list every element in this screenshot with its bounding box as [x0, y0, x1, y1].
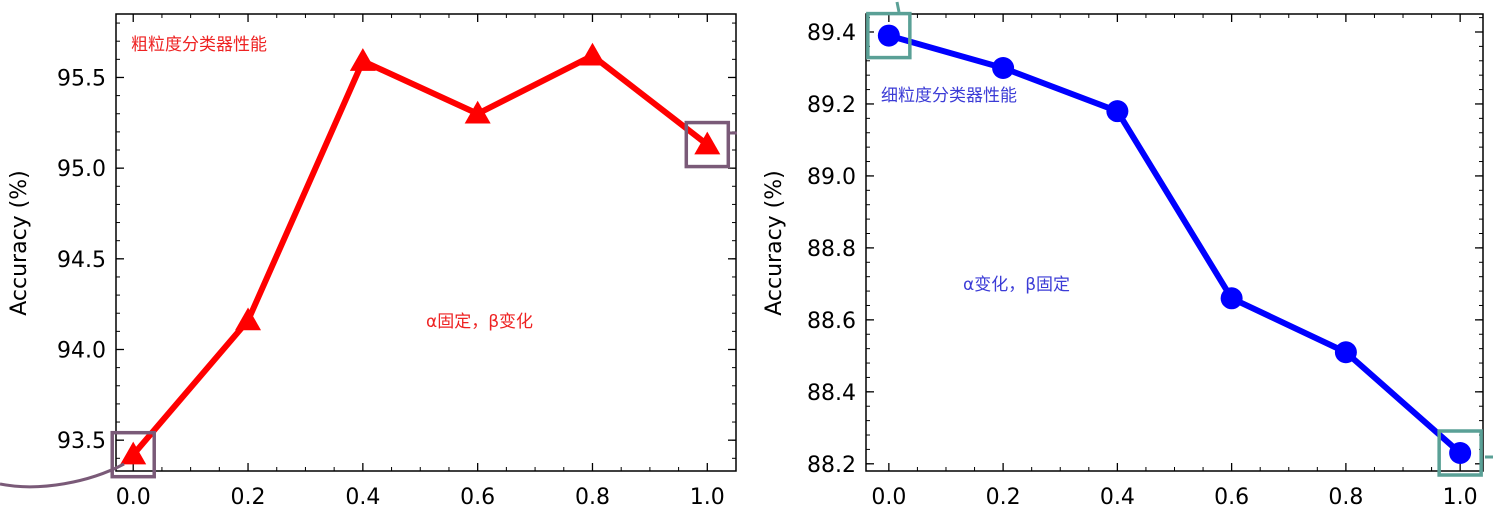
connector-curve — [0, 462, 125, 489]
y-tick-label: 88.6 — [807, 309, 856, 334]
y-tick-label: 95.5 — [57, 66, 106, 91]
series-markers — [120, 42, 721, 465]
x-axis-ticks: 0.0 0.2 0.4 0.6 0.8 1.0 — [116, 14, 725, 510]
data-point — [992, 56, 1015, 79]
y-axis-ticks: 93.5 94.0 94.5 95.0 95.5 — [57, 22, 736, 459]
x-tick-label: 0.2 — [231, 485, 266, 510]
x-tick-label: 1.0 — [1443, 485, 1478, 510]
x-tick-label: 0.2 — [986, 485, 1021, 510]
y-tick-label: 88.2 — [807, 453, 856, 478]
y-axis-title: Accuracy (%) — [7, 170, 32, 316]
data-point — [1449, 442, 1472, 465]
fine-classifier-chart: 88.288.488.688.889.089.289.4 0.0 0.2 0.4 0.… — [762, 1, 1493, 510]
plot-frame — [115, 13, 737, 472]
classifier-label: 细粒度分类器性能 — [881, 86, 1017, 106]
data-point — [235, 307, 262, 331]
data-point — [464, 100, 491, 124]
series-line — [130, 52, 710, 457]
x-tick-label: 0.4 — [345, 485, 380, 510]
series-line-path — [888, 32, 1463, 456]
highlight-boxes — [110, 120, 731, 479]
x-tick-label: 0.0 — [116, 485, 151, 510]
y-tick-label: 88.4 — [807, 381, 856, 406]
y-axis-title: Accuracy (%) — [762, 170, 787, 316]
data-point — [1220, 287, 1243, 310]
coarse-classifier-chart: 93.594.094.595.095.5 0.0 0.2 0.4 0.6 0.8 1.0 … — [0, 13, 737, 510]
y-tick-label: 93.5 — [57, 429, 106, 454]
data-point — [349, 48, 376, 71]
series-line-path — [130, 52, 710, 457]
data-point — [120, 441, 147, 465]
x-tick-label: 0.6 — [460, 485, 495, 510]
connector-stub — [895, 1, 901, 13]
x-tick-label: 0.4 — [1100, 485, 1135, 510]
x-axis-ticks: 0.0 0.2 0.4 0.6 0.8 1.0 — [871, 14, 1478, 510]
data-point — [694, 131, 721, 155]
series-markers — [877, 24, 1472, 465]
data-point — [877, 24, 900, 47]
x-tick-label: 0.8 — [575, 485, 610, 510]
y-tick-label: 89.2 — [807, 93, 856, 118]
y-tick-label: 94.5 — [57, 248, 106, 273]
x-tick-label: 0.0 — [871, 485, 906, 510]
highlight-boxes — [866, 11, 1483, 477]
y-tick-label: 94.0 — [57, 338, 106, 363]
y-tick-label: 95.0 — [57, 157, 106, 182]
data-point — [1334, 341, 1357, 364]
param-label: α固定，β变化 — [426, 312, 533, 332]
y-tick-label: 89.0 — [807, 165, 856, 190]
highlight-box — [684, 120, 731, 169]
x-tick-label: 0.8 — [1328, 485, 1363, 510]
classifier-label: 粗粒度分类器性能 — [131, 35, 267, 55]
series-line — [888, 32, 1463, 456]
x-tick-label: 1.0 — [690, 485, 725, 510]
param-label: α变化，β固定 — [963, 275, 1070, 295]
x-tick-label: 0.6 — [1214, 485, 1249, 510]
highlight-box — [1437, 429, 1483, 477]
highlight-box — [110, 430, 156, 479]
plot-frame — [865, 13, 1484, 472]
y-tick-label: 88.8 — [807, 237, 856, 262]
highlight-box — [866, 11, 912, 60]
y-tick-label: 89.4 — [807, 21, 856, 46]
data-point — [1106, 100, 1129, 123]
data-point — [579, 42, 606, 66]
